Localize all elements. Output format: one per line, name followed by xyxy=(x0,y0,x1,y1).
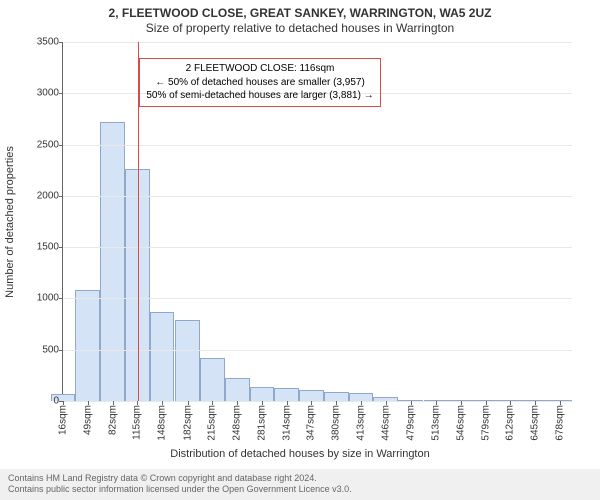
title-line-1: 2, FLEETWOOD CLOSE, GREAT SANKEY, WARRIN… xyxy=(0,6,600,21)
x-tick-mark xyxy=(336,401,337,405)
footer-line-1: Contains HM Land Registry data © Crown c… xyxy=(8,473,592,485)
x-tick-label: 380sqm xyxy=(331,405,342,441)
x-tick-label: 115sqm xyxy=(132,405,143,440)
x-tick-mark xyxy=(262,401,263,405)
y-tick-mark xyxy=(59,145,63,146)
x-tick-mark xyxy=(486,401,487,405)
y-tick-label: 2500 xyxy=(37,139,59,150)
x-tick-mark xyxy=(88,401,89,405)
x-tick-label: 612sqm xyxy=(505,405,516,441)
histogram-bar xyxy=(200,358,225,401)
histogram-bar xyxy=(349,393,374,401)
x-tick-mark xyxy=(188,401,189,405)
x-tick-mark xyxy=(162,401,163,405)
x-tick-mark xyxy=(113,401,114,405)
x-tick-mark xyxy=(411,401,412,405)
x-tick-label: 215sqm xyxy=(207,405,218,441)
x-tick-label: 413sqm xyxy=(356,405,367,441)
histogram-bar xyxy=(274,388,299,401)
histogram-bar xyxy=(150,312,175,401)
x-tick-mark xyxy=(63,401,64,405)
histogram-bar xyxy=(100,122,125,401)
y-tick-label: 3000 xyxy=(37,88,59,99)
plot-area: 050010001500200025003000350016sqm49sqm82… xyxy=(62,42,572,402)
y-axis-title: Number of detached properties xyxy=(4,146,16,298)
annotation-line: 50% of semi-detached houses are larger (… xyxy=(146,89,373,103)
x-tick-label: 579sqm xyxy=(480,405,491,441)
x-axis-title: Distribution of detached houses by size … xyxy=(170,448,429,460)
x-tick-mark xyxy=(287,401,288,405)
x-tick-mark xyxy=(212,401,213,405)
gridline xyxy=(63,145,572,146)
x-tick-label: 248sqm xyxy=(232,405,243,441)
gridline xyxy=(63,42,572,43)
x-tick-mark xyxy=(311,401,312,405)
x-tick-mark xyxy=(535,401,536,405)
x-tick-label: 281sqm xyxy=(256,405,267,441)
y-tick-mark xyxy=(59,247,63,248)
y-tick-label: 3500 xyxy=(37,37,59,48)
gridline xyxy=(63,247,572,248)
y-tick-label: 500 xyxy=(42,344,59,355)
title-block: 2, FLEETWOOD CLOSE, GREAT SANKEY, WARRIN… xyxy=(0,0,600,36)
x-tick-label: 49sqm xyxy=(82,405,93,435)
title-line-2: Size of property relative to detached ho… xyxy=(0,21,600,36)
x-tick-label: 182sqm xyxy=(182,405,193,441)
gridline xyxy=(63,298,572,299)
x-tick-label: 446sqm xyxy=(380,405,391,441)
annotation-line: ← 50% of detached houses are smaller (3,… xyxy=(146,76,373,90)
x-tick-label: 347sqm xyxy=(306,405,317,441)
gridline xyxy=(63,350,572,351)
x-tick-label: 546sqm xyxy=(455,405,466,441)
x-tick-label: 314sqm xyxy=(281,405,292,441)
x-tick-mark xyxy=(560,401,561,405)
x-tick-label: 148sqm xyxy=(157,405,168,441)
y-tick-mark xyxy=(59,350,63,351)
y-tick-label: 1000 xyxy=(37,293,59,304)
histogram-bar xyxy=(250,387,275,401)
chart-container: 2, FLEETWOOD CLOSE, GREAT SANKEY, WARRIN… xyxy=(0,0,600,500)
y-tick-label: 1500 xyxy=(37,242,59,253)
annotation-line: 2 FLEETWOOD CLOSE: 116sqm xyxy=(146,62,373,76)
gridline xyxy=(63,196,572,197)
histogram-bar xyxy=(324,392,349,401)
y-tick-mark xyxy=(59,298,63,299)
histogram-bar xyxy=(175,320,200,401)
y-tick-label: 2000 xyxy=(37,190,59,201)
y-tick-mark xyxy=(59,42,63,43)
x-tick-label: 645sqm xyxy=(530,405,541,441)
x-tick-mark xyxy=(510,401,511,405)
x-tick-label: 678sqm xyxy=(554,405,565,441)
x-tick-label: 16sqm xyxy=(58,405,69,435)
histogram-bar xyxy=(225,378,250,401)
y-tick-mark xyxy=(59,93,63,94)
annotation-box: 2 FLEETWOOD CLOSE: 116sqm← 50% of detach… xyxy=(139,58,380,107)
x-tick-mark xyxy=(386,401,387,405)
x-tick-mark xyxy=(436,401,437,405)
x-tick-label: 479sqm xyxy=(405,405,416,441)
x-tick-mark xyxy=(461,401,462,405)
y-tick-mark xyxy=(59,196,63,197)
footer: Contains HM Land Registry data © Crown c… xyxy=(0,469,600,500)
x-tick-mark xyxy=(361,401,362,405)
gridline xyxy=(63,401,572,402)
histogram-bar xyxy=(299,390,324,401)
histogram-bar xyxy=(75,290,100,401)
x-tick-mark xyxy=(237,401,238,405)
x-tick-label: 513sqm xyxy=(431,405,442,441)
x-tick-label: 82sqm xyxy=(107,405,118,435)
footer-line-2: Contains public sector information licen… xyxy=(8,484,592,496)
x-tick-mark xyxy=(137,401,138,405)
